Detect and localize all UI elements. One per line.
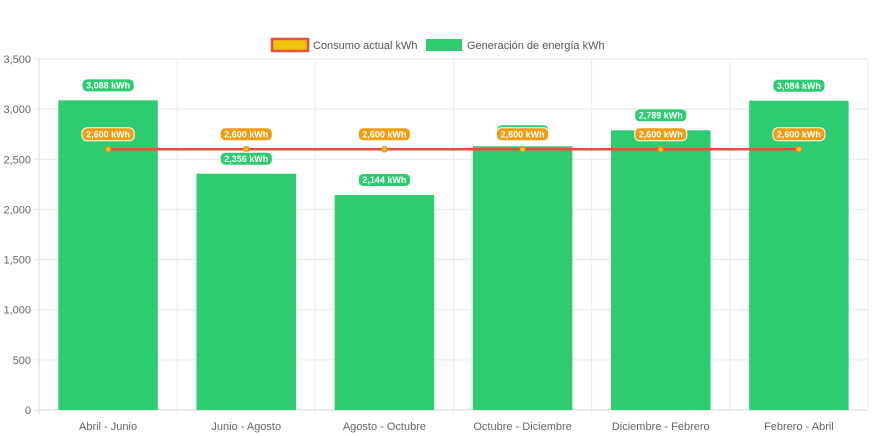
x-tick-label: Octubre - Diciembre [473,421,571,433]
line-point [104,145,112,153]
bar [196,173,296,410]
y-tick-label: 2,000 [3,204,31,216]
x-tick-label: Diciembre - Febrero [612,421,710,433]
line-data-label-box [634,127,688,142]
line-data-label: 2,600 kWh [634,127,688,142]
y-tick-label: 1,500 [3,255,31,267]
bar-data-label-box [634,108,688,123]
legend-item-consumo[interactable]: Consumo actual kWh [270,37,418,53]
line-data-label: 2,600 kWh [219,127,273,142]
line-series [104,145,803,153]
line-data-label: 2,600 kWh [496,127,550,142]
bar [334,194,435,410]
line-data-label-box [772,127,826,142]
y-tick-label: 0 [25,405,31,417]
y-tick-label: 3,500 [3,54,31,66]
grid-lines [34,58,869,415]
bar-data-label-box [219,151,273,166]
bar-data-label: 2,144 kWh [357,172,411,187]
legend-swatch-consumo [270,37,310,53]
x-tick-label: Junio - Agosto [211,421,281,433]
line-data-label-text: 2,600 kWh [501,129,545,139]
bar-series [58,100,849,410]
x-axis: Abril - Junio Junio - Agosto Agosto - Octu… [79,421,834,433]
bar-data-label: 3,088 kWh [81,78,135,93]
line-data-label-box [496,127,550,142]
line-data-label-text: 2,600 kWh [362,129,406,139]
x-tick-label: Febrero - Abril [764,421,834,433]
y-tick-label: 2,500 [3,154,31,166]
bar-data-label-text: 3,088 kWh [86,81,130,91]
line-point [657,145,665,153]
y-tick-label: 1,000 [3,305,31,317]
bar-data-label-text: 2,356 kWh [224,154,268,164]
legend-label-consumo: Consumo actual kWh [313,40,418,52]
x-tick-label: Agosto - Octubre [343,421,426,433]
line-data-label-box [357,127,411,142]
line-data-label-box [219,127,273,142]
line-data-label-text: 2,600 kWh [777,129,821,139]
legend-swatch-generacion [426,39,462,51]
y-tick-label: 3,000 [3,104,31,116]
bar-data-label-text: 3,084 kWh [777,81,821,91]
legend-label-generacion: Generación de energía kWh [467,40,605,52]
bar-data-label-box [357,172,411,187]
line-data-label-text: 2,600 kWh [639,129,683,139]
bar [611,130,711,410]
bar-data-label-text: 2,789 kWh [639,111,683,121]
bar-data-label: 3,084 kWh [772,78,826,93]
line-point [519,145,526,153]
bar-data-label-text: 2,144 kWh [362,175,406,185]
bar-data-label: 2,356 kWh [219,151,273,166]
line-data-label: 2,600 kWh [772,127,826,142]
line-data-label: 2,600 kWh [357,127,411,142]
x-tick-label: Abril - Junio [79,421,137,433]
bar-data-label-box [81,78,135,93]
legend[interactable]: Consumo actual kWh Generación de energía … [270,37,605,53]
legend-item-generacion[interactable]: Generación de energía kWh [426,39,605,52]
line-data-label-box [81,127,135,142]
bar-data-label: 2,789 kWh [634,108,688,123]
bar [472,146,573,410]
line-data-label-text: 2,600 kWh [224,129,268,139]
line-point [381,145,388,153]
y-tick-label: 500 [13,355,31,367]
y-axis: 0 500 1,000 1,500 2,000 2,500 3,000 3,500 [3,54,31,417]
line-point [242,145,250,153]
line-point [795,145,803,153]
bar-data-label-box [772,78,826,93]
line-data-label-text: 2,600 kWh [86,129,130,139]
line-data-label: 2,600 kWh [81,127,135,142]
